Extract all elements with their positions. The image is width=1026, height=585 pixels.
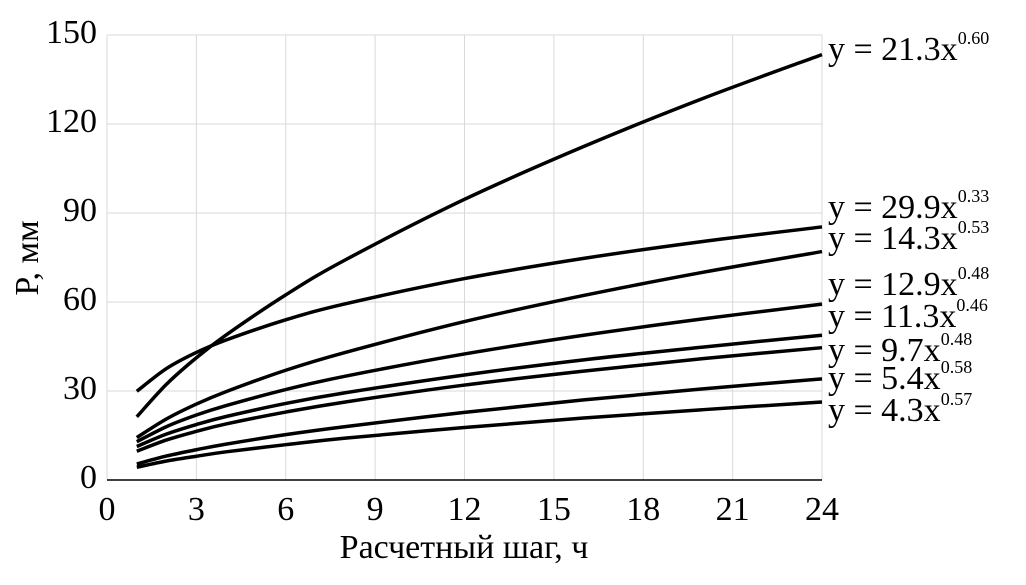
equation-label: y = 21.3x0.60: [828, 28, 989, 68]
equation-label: y = 5.4x0.58: [828, 357, 972, 397]
x-axis-label: Расчетный шаг, ч: [340, 529, 589, 566]
equation: y = 4.3x: [828, 392, 941, 429]
x-tick-label: 15: [537, 491, 571, 528]
equation: y = 9.7x: [828, 332, 941, 369]
equation-label: y = 9.7x0.48: [828, 329, 972, 369]
series-line: [136, 400, 823, 469]
exponent: 0.58: [941, 357, 973, 377]
equation: y = 11.3x: [828, 298, 956, 335]
exponent: 0.46: [956, 295, 988, 315]
y-tick-label: 120: [46, 103, 97, 140]
exponent: 0.53: [958, 217, 990, 237]
series-line: [135, 52, 823, 418]
x-tick-label: 3: [188, 491, 205, 528]
series-line: [136, 377, 823, 466]
x-tick-label: 9: [367, 491, 384, 528]
equation-label: y = 14.3x0.53: [828, 217, 989, 257]
y-tick-label: 90: [63, 192, 97, 229]
x-tick-label: 6: [277, 491, 294, 528]
equation-label: y = 4.3x0.57: [828, 389, 972, 429]
equation: y = 21.3x: [828, 31, 958, 68]
exponent: 0.57: [941, 389, 973, 409]
series-line: [135, 225, 823, 393]
equation: y = 29.9x: [828, 189, 958, 226]
x-tick-label: 21: [716, 491, 750, 528]
series-line: [136, 333, 823, 449]
exponent: 0.48: [941, 329, 973, 349]
y-tick-label: 60: [63, 281, 97, 318]
x-tick-label: 12: [448, 491, 482, 528]
y-tick-label: 150: [46, 14, 97, 51]
y-tick-label: 0: [80, 459, 97, 496]
exponent: 0.60: [958, 28, 990, 48]
y-axis-label: P, мм: [9, 220, 46, 295]
equation: y = 12.9x: [828, 266, 958, 303]
equation-label: y = 29.9x0.33: [828, 186, 989, 226]
x-tick-label: 0: [99, 491, 116, 528]
x-tick-label: 24: [805, 491, 839, 528]
x-tick-label: 18: [626, 491, 660, 528]
y-tick-label: 30: [63, 370, 97, 407]
series-line: [135, 249, 823, 440]
series-line: [135, 302, 823, 444]
series-line: [136, 345, 823, 453]
equation-label: y = 12.9x0.48: [828, 263, 989, 303]
equation-label: y = 11.3x0.46: [828, 295, 988, 335]
exponent: 0.48: [958, 263, 990, 283]
exponent: 0.33: [958, 186, 990, 206]
equation: y = 14.3x: [828, 220, 958, 257]
equation: y = 5.4x: [828, 360, 941, 397]
